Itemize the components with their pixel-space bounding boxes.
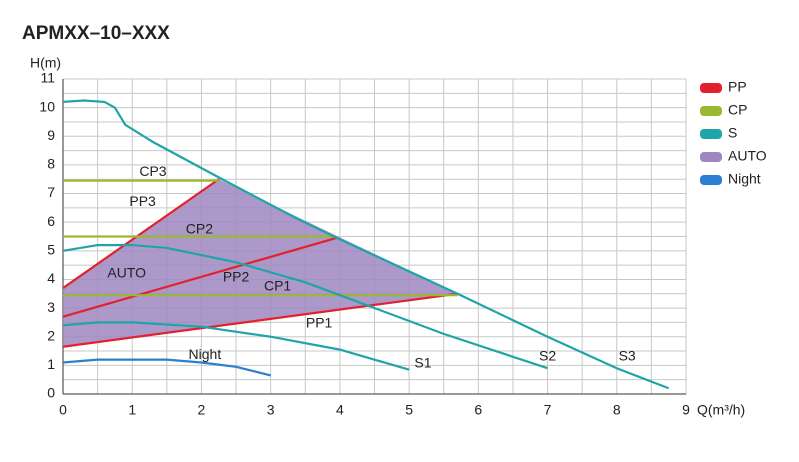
y-tick-label: 1 — [47, 356, 55, 372]
curve — [62, 99, 670, 390]
y-tick-label: 8 — [47, 156, 55, 172]
curve-label: CP3 — [139, 163, 166, 179]
y-tick-label: 10 — [39, 98, 55, 114]
curve-label: S2 — [539, 347, 556, 363]
legend-label: PP — [728, 79, 747, 95]
y-tick-label: 4 — [47, 270, 55, 286]
curve-label: AUTO — [107, 264, 146, 280]
curve-label: PP3 — [129, 193, 156, 209]
legend-swatch — [700, 175, 722, 185]
curve-label: CP2 — [186, 221, 213, 237]
curve — [62, 292, 458, 348]
auto-area — [63, 179, 458, 347]
y-tick-label: 6 — [47, 213, 55, 229]
y-tick-label: 9 — [47, 127, 55, 143]
curve — [62, 243, 548, 370]
curve — [62, 178, 220, 289]
y-tick-label: 5 — [47, 242, 55, 258]
x-tick-label: 8 — [613, 402, 621, 418]
x-tick-label: 4 — [336, 402, 344, 418]
y-tick-label: 3 — [47, 299, 55, 315]
x-tick-label: 7 — [544, 402, 552, 418]
x-tick-label: 1 — [128, 402, 136, 418]
x-tick-label: 9 — [682, 402, 690, 418]
curve-label: Night — [189, 346, 222, 362]
y-tick-label: 11 — [40, 70, 55, 86]
legend-swatch — [700, 83, 722, 93]
x-tick-label: 5 — [405, 402, 413, 418]
y-tick-label: 0 — [47, 385, 55, 401]
legend-swatch — [700, 129, 722, 139]
x-tick-label: 2 — [198, 402, 206, 418]
y-tick-label: 2 — [47, 327, 55, 343]
chart-title: APMXX–10–XXX — [22, 23, 170, 44]
legend-label: CP — [728, 102, 747, 118]
curve — [62, 321, 410, 371]
x-axis-label: Q(m³/h) — [697, 402, 745, 418]
curve-label: PP1 — [306, 315, 333, 331]
x-tick-label: 3 — [267, 402, 275, 418]
y-axis-label: H(m) — [30, 55, 61, 71]
y-tick-label: 7 — [47, 184, 55, 200]
curve-label: S3 — [619, 347, 636, 363]
legend-swatch — [700, 152, 722, 162]
legend-label: AUTO — [728, 148, 767, 164]
x-tick-label: 6 — [474, 402, 482, 418]
curve — [62, 358, 271, 377]
curve — [62, 236, 337, 318]
legend-label: Night — [728, 171, 761, 187]
legend-label: S — [728, 125, 737, 141]
curve-label: CP1 — [264, 277, 291, 293]
curve-label: PP2 — [223, 269, 250, 285]
x-tick-label: 0 — [59, 402, 67, 418]
curve-label: S1 — [414, 355, 431, 371]
legend-swatch — [700, 106, 722, 116]
